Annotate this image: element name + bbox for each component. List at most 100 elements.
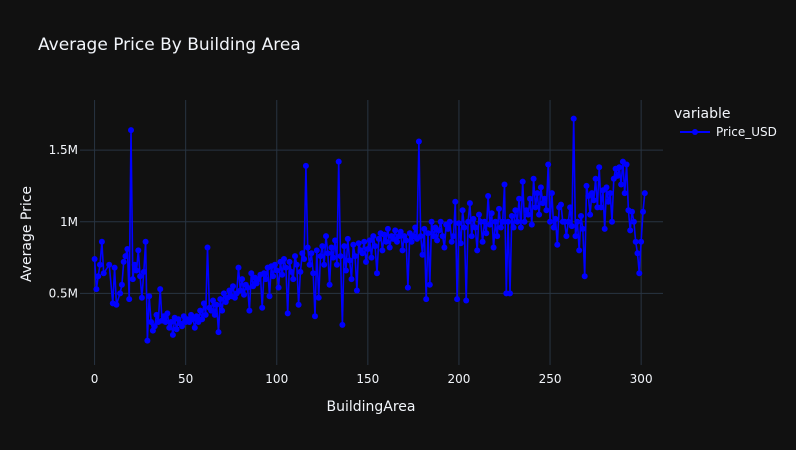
data-point[interactable] xyxy=(463,297,470,304)
data-point[interactable] xyxy=(350,241,357,248)
data-point[interactable] xyxy=(476,211,482,218)
data-point[interactable] xyxy=(618,181,625,188)
data-point[interactable] xyxy=(417,233,424,240)
data-point[interactable] xyxy=(148,319,155,325)
data-point[interactable] xyxy=(217,296,224,303)
data-point[interactable] xyxy=(230,283,236,290)
data-point[interactable] xyxy=(381,231,388,238)
data-point[interactable] xyxy=(117,290,124,297)
data-point[interactable] xyxy=(578,213,584,219)
data-point[interactable] xyxy=(162,319,169,325)
data-point[interactable] xyxy=(457,240,464,247)
data-point[interactable] xyxy=(547,218,553,225)
data-point[interactable] xyxy=(113,301,120,308)
data-point[interactable] xyxy=(353,287,360,294)
data-point[interactable] xyxy=(120,258,127,265)
data-point[interactable] xyxy=(199,316,206,323)
data-point[interactable] xyxy=(275,284,282,291)
data-point[interactable] xyxy=(169,331,176,338)
data-point[interactable] xyxy=(366,237,373,244)
data-point[interactable] xyxy=(200,300,207,307)
data-point[interactable] xyxy=(361,238,368,245)
data-point[interactable] xyxy=(312,313,318,320)
data-point[interactable] xyxy=(488,210,495,217)
data-point[interactable] xyxy=(554,241,561,248)
data-point[interactable] xyxy=(273,267,280,274)
data-point[interactable] xyxy=(446,218,453,225)
data-point[interactable] xyxy=(301,256,308,262)
data-point[interactable] xyxy=(348,276,355,283)
data-point[interactable] xyxy=(534,190,541,197)
data-point[interactable] xyxy=(565,218,572,225)
data-point[interactable] xyxy=(404,284,411,291)
data-point[interactable] xyxy=(419,251,426,258)
data-point[interactable] xyxy=(428,218,435,225)
data-point[interactable] xyxy=(157,286,164,293)
data-point[interactable] xyxy=(210,297,216,304)
data-point[interactable] xyxy=(290,276,297,283)
data-point[interactable] xyxy=(352,253,359,260)
data-point[interactable] xyxy=(326,281,333,288)
data-point[interactable] xyxy=(574,218,581,225)
data-point[interactable] xyxy=(374,270,380,277)
data-point[interactable] xyxy=(505,218,512,225)
data-point[interactable] xyxy=(558,201,564,208)
data-point[interactable] xyxy=(605,198,612,205)
data-point[interactable] xyxy=(323,233,329,240)
data-point[interactable] xyxy=(166,324,173,331)
data-point[interactable] xyxy=(466,200,473,207)
data-point[interactable] xyxy=(508,213,515,219)
data-point[interactable] xyxy=(355,240,362,247)
data-point[interactable] xyxy=(330,254,337,261)
data-point[interactable] xyxy=(333,261,340,268)
data-point[interactable] xyxy=(98,238,105,245)
data-point[interactable] xyxy=(270,273,277,280)
data-point[interactable] xyxy=(368,254,375,261)
data-point[interactable] xyxy=(244,284,251,291)
data-point[interactable] xyxy=(483,230,490,237)
data-point[interactable] xyxy=(370,233,377,240)
data-point[interactable] xyxy=(319,243,326,250)
data-point[interactable] xyxy=(346,257,353,264)
data-point[interactable] xyxy=(450,233,457,240)
data-point[interactable] xyxy=(317,253,324,260)
data-point[interactable] xyxy=(507,290,513,297)
data-point[interactable] xyxy=(293,261,300,268)
data-point[interactable] xyxy=(297,268,304,275)
data-point[interactable] xyxy=(403,237,410,244)
data-point[interactable] xyxy=(315,294,322,301)
data-point[interactable] xyxy=(304,244,311,251)
data-point[interactable] xyxy=(455,220,462,227)
data-point[interactable] xyxy=(501,181,508,188)
data-point[interactable] xyxy=(137,273,144,280)
data-point[interactable] xyxy=(408,238,415,245)
data-point[interactable] xyxy=(386,244,393,251)
data-point[interactable] xyxy=(341,243,348,250)
data-point[interactable] xyxy=(164,310,171,317)
data-point[interactable] xyxy=(138,294,145,301)
data-point[interactable] xyxy=(266,293,273,300)
data-point[interactable] xyxy=(636,270,643,277)
data-point[interactable] xyxy=(153,311,160,318)
data-point[interactable] xyxy=(359,250,366,257)
data-point[interactable] xyxy=(499,218,506,225)
data-point[interactable] xyxy=(131,261,138,268)
data-point[interactable] xyxy=(426,281,433,288)
data-point[interactable] xyxy=(517,224,524,231)
data-point[interactable] xyxy=(288,268,295,275)
legend-item-price-usd[interactable]: Price_USD xyxy=(680,125,777,139)
data-point[interactable] xyxy=(474,247,481,254)
data-point[interactable] xyxy=(459,207,466,214)
data-point[interactable] xyxy=(193,313,200,320)
data-point[interactable] xyxy=(246,307,253,314)
data-point[interactable] xyxy=(135,247,142,254)
data-point[interactable] xyxy=(430,233,437,240)
data-point[interactable] xyxy=(292,253,298,260)
data-point[interactable] xyxy=(470,215,477,222)
data-point[interactable] xyxy=(607,190,614,197)
data-point[interactable] xyxy=(397,228,404,235)
data-point[interactable] xyxy=(614,172,621,179)
data-point[interactable] xyxy=(485,193,492,199)
data-point[interactable] xyxy=(237,287,244,294)
data-point[interactable] xyxy=(516,195,523,202)
